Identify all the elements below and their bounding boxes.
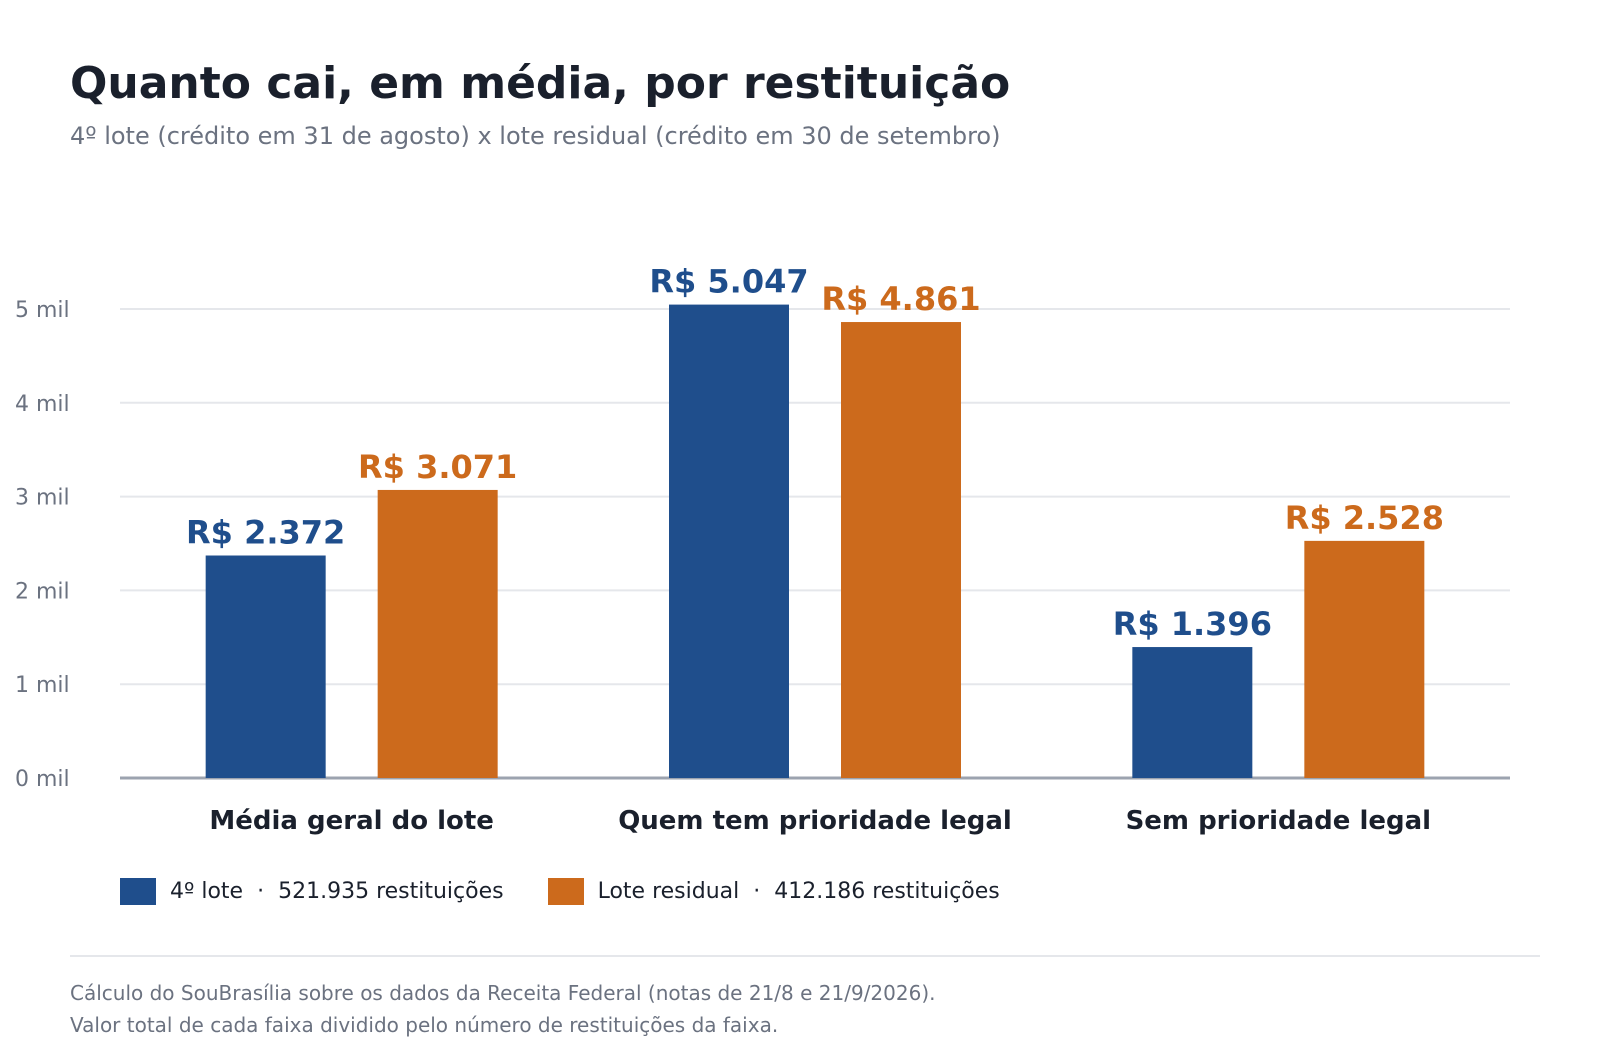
method-note: Valor total de cada faixa dividido pelo … (70, 1013, 779, 1037)
legend-separator: · (257, 879, 265, 904)
legend-label-4o-lote: 4º lote (170, 879, 244, 904)
legend-item-lote-residual: Lote residual · 412.186 restituições (547, 878, 1000, 905)
bar (841, 322, 961, 778)
legend: 4º lote · 521.935 restituições Lote resi… (120, 878, 1044, 905)
bar (1304, 540, 1425, 778)
data-label: R$ 4.861 (821, 280, 980, 318)
y-tick-label: 5 mil (15, 298, 70, 323)
data-label: R$ 5.047 (649, 263, 808, 301)
y-tick-label: 1 mil (15, 673, 70, 698)
x-category-label: Sem prioridade legal (1126, 806, 1432, 836)
legend-separator: · (753, 879, 761, 904)
data-label: R$ 3.071 (358, 448, 517, 486)
bar-chart: 0 mil 1 mil 2 mil 3 mil 4 mil 5 mil R$ 2.372 R$… (15, 263, 1510, 836)
y-tick-label: 4 mil (15, 392, 70, 417)
chart-subtitle: 4º lote (crédito em 31 de agosto) x lote… (70, 122, 1001, 150)
footer-divider (70, 955, 1540, 957)
legend-count-lote-residual: 412.186 restituições (774, 879, 1000, 904)
x-category-label: Quem tem prioridade legal (618, 806, 1012, 836)
bar (1132, 647, 1253, 778)
data-label: R$ 1.396 (1113, 605, 1272, 643)
bar (205, 555, 326, 778)
y-tick-label: 2 mil (15, 579, 70, 604)
legend-swatch-lote-residual (547, 878, 584, 905)
bar (377, 489, 498, 778)
data-label: R$ 2.528 (1285, 499, 1444, 537)
legend-label-lote-residual: Lote residual (597, 879, 740, 904)
legend-item-4o-lote: 4º lote · 521.935 restituições (120, 878, 504, 905)
y-tick-label: 0 mil (15, 767, 70, 792)
chart-title: Quanto cai, em média, por restituição (70, 58, 1011, 109)
x-category-label: Média geral do lote (209, 806, 494, 836)
legend-count-4o-lote: 521.935 restituições (278, 879, 504, 904)
legend-swatch-4o-lote (120, 878, 156, 905)
bar (669, 304, 789, 778)
y-tick-label: 3 mil (15, 486, 70, 511)
data-label: R$ 2.372 (186, 514, 345, 552)
source-note: Cálculo do SouBrasília sobre os dados da… (70, 981, 936, 1005)
